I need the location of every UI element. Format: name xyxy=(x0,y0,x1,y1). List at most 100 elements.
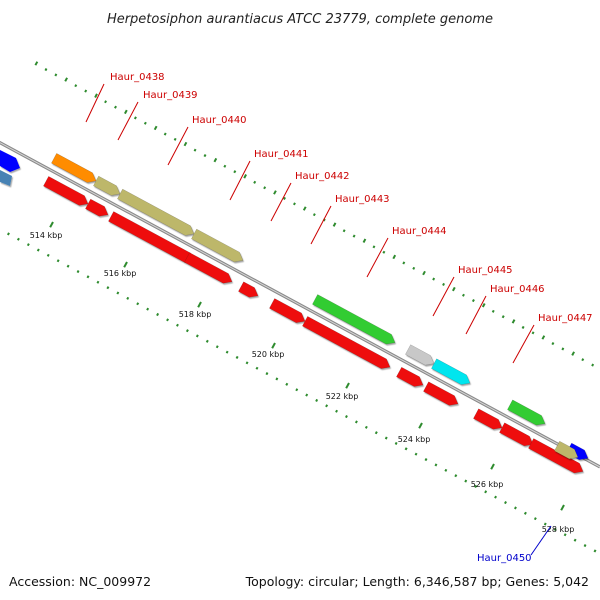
reverse-cds xyxy=(269,298,306,323)
ruler-dot xyxy=(523,511,527,515)
ruler-dot xyxy=(593,549,597,553)
forward-strand-track xyxy=(51,153,589,461)
ruler-dot xyxy=(322,218,326,222)
ruler-dot xyxy=(124,109,128,115)
ruler-dot xyxy=(315,398,319,402)
ruler-dot xyxy=(295,388,299,392)
ruler-dot xyxy=(305,393,309,397)
major-tick xyxy=(490,463,495,470)
ruler-dot xyxy=(44,68,48,72)
ruler-dot xyxy=(76,270,80,274)
ruler-dot xyxy=(481,303,486,308)
ruler-dot xyxy=(573,538,577,542)
ruler-dot xyxy=(173,137,177,141)
map-title: Herpetosiphon aurantiacus ATCC 23779, co… xyxy=(107,12,493,27)
ruler-dot xyxy=(285,382,289,386)
ruler-dot xyxy=(26,243,30,247)
gene-label-leader xyxy=(366,237,389,278)
ruler-dot xyxy=(394,441,398,445)
ruler-dot xyxy=(133,116,137,120)
ruler-dot xyxy=(561,347,565,351)
backbone-line-inner xyxy=(0,142,600,468)
tick-label: 524 kbp xyxy=(398,435,431,444)
ruler-dot xyxy=(543,522,547,526)
gene-label: Haur_0447 xyxy=(538,313,593,324)
ruler-dot xyxy=(253,180,257,184)
ruler-dot xyxy=(7,232,10,236)
ruler-dot xyxy=(265,372,269,376)
ruler-dot xyxy=(46,253,50,257)
ruler-dot xyxy=(64,77,68,82)
gene-label: Haur_0443 xyxy=(335,194,390,205)
genome-summary-text: Topology: circular; Length: 6,346,587 bp… xyxy=(245,574,589,589)
major-tick xyxy=(197,301,202,308)
ruler-dot xyxy=(126,296,130,300)
ruler-dot xyxy=(504,501,507,505)
ruler-dot xyxy=(444,468,448,472)
ruler-dot xyxy=(392,254,397,260)
reverse-cds xyxy=(473,408,503,430)
ruler-dot xyxy=(243,174,247,179)
forward-cds xyxy=(191,228,244,263)
ruler-dot xyxy=(66,264,70,268)
tick-label: 514 kbp xyxy=(30,231,63,240)
ruler-dot xyxy=(454,474,458,478)
forward-cds xyxy=(554,440,579,460)
ruler-dot xyxy=(183,141,188,147)
ruler-dot xyxy=(233,170,237,174)
ruler-dot xyxy=(374,431,378,435)
ruler-dot xyxy=(412,266,416,270)
reverse-cds xyxy=(396,366,424,387)
forward-cds xyxy=(431,358,471,385)
ruler-dot xyxy=(156,312,160,317)
gene-label: Haur_0445 xyxy=(458,265,513,276)
ruler-dot xyxy=(153,125,158,131)
ruler-dot xyxy=(283,196,286,200)
gene-label-leader xyxy=(167,126,189,166)
ruler-dot xyxy=(422,270,426,276)
ruler-dot xyxy=(96,280,100,284)
ruler-dot xyxy=(531,331,535,335)
reverse-cds xyxy=(423,381,459,406)
reverse-cds xyxy=(184,252,233,284)
tick-label: 518 kbp xyxy=(179,310,212,319)
ruler-dot xyxy=(185,329,189,333)
reverse-strand-track xyxy=(43,176,584,474)
major-tick xyxy=(345,382,350,389)
ruler-dot xyxy=(342,229,346,233)
ruler-dot xyxy=(501,315,505,319)
ruler-dot xyxy=(275,377,279,381)
ruler-dot xyxy=(484,490,488,494)
ruler-dot xyxy=(364,425,368,429)
ruler-dot xyxy=(442,282,445,286)
gene-label: Haur_0440 xyxy=(192,115,247,126)
gene-label-leader xyxy=(270,182,292,222)
ruler-dot xyxy=(104,100,107,104)
ruler-dot xyxy=(16,237,20,241)
ruler-dot xyxy=(335,409,338,413)
ruler-tick-labels: 514 kbp 516 kbp 518 kbp 520 kbp 522 kbp 524 k… xyxy=(30,231,575,534)
ruler-dot xyxy=(494,495,497,499)
ruler-dot xyxy=(591,363,595,367)
ruler-dot xyxy=(36,248,40,252)
gene-label-leader xyxy=(117,101,139,141)
ruler-dot xyxy=(54,73,58,77)
major-tick xyxy=(560,504,565,511)
major-tick xyxy=(49,221,54,228)
reverse-cds xyxy=(499,422,534,447)
gene-label-leader xyxy=(85,83,105,123)
ruler-dot xyxy=(116,291,120,295)
ruler-dot xyxy=(106,286,110,290)
forward-cds xyxy=(405,344,435,366)
ruler-dot xyxy=(533,517,537,521)
ruler-dot xyxy=(215,345,219,349)
ruler-dot xyxy=(213,157,218,163)
ruler-dot xyxy=(474,484,478,488)
ruler-major-ticks xyxy=(49,221,565,511)
gene-label-leader xyxy=(530,525,552,556)
ruler-dot xyxy=(541,335,546,340)
ruler-dot xyxy=(143,121,147,125)
ruler-dot xyxy=(514,506,517,510)
gene-labels: Haur_0438 Haur_0439 Haur_0440 Haur_0441 Haur… xyxy=(110,72,593,564)
tick-label: 520 kbp xyxy=(252,350,285,359)
